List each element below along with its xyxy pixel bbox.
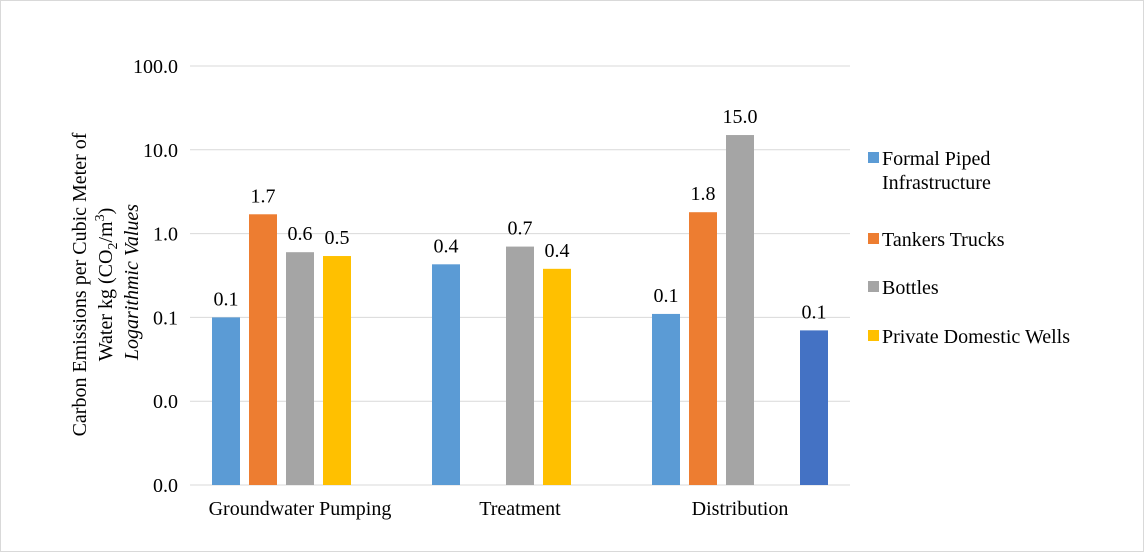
legend-label: Bottles (882, 277, 939, 299)
bar (286, 252, 314, 485)
data-label: 0.5 (325, 227, 350, 249)
bar (800, 330, 828, 485)
legend-label-line2: Infrastructure (882, 172, 991, 194)
data-label: 1.8 (691, 183, 716, 205)
y-axis-label-line1: Carbon Emissions per Cubic Meter of (69, 132, 91, 436)
legend-swatch (868, 152, 879, 163)
category-label: Distribution (692, 498, 789, 520)
data-label: 0.1 (802, 301, 827, 323)
y-tick-label: 0.0 (153, 475, 178, 497)
category-label: Groundwater Pumping (209, 498, 392, 520)
bar (212, 317, 240, 485)
y-axis-label-line2: Water kg (CO2/m3) (93, 208, 121, 362)
bar (689, 212, 717, 485)
bar (506, 246, 534, 485)
bar (249, 214, 277, 485)
legend-label: Formal Piped (882, 148, 990, 170)
legend-label: Private Domestic Wells (882, 326, 1070, 348)
data-label: 0.4 (434, 235, 459, 257)
y-tick-label: 0.0 (153, 391, 178, 413)
data-label: 0.7 (508, 218, 533, 240)
bar (726, 135, 754, 485)
data-label: 1.7 (251, 185, 276, 207)
y-axis-ticks: 0.0 0.0 0.1 1.0 10.0 100.0 (133, 56, 178, 497)
legend-swatch (868, 330, 879, 341)
data-label: 15.0 (723, 106, 758, 128)
y-tick-label: 10.0 (143, 140, 178, 162)
legend-swatch (868, 233, 879, 244)
y-tick-label: 100.0 (133, 56, 178, 78)
y-tick-label: 1.0 (153, 224, 178, 246)
x-axis-categories: Groundwater Pumping Treatment Distribution (209, 498, 789, 520)
data-labels: 0.1 1.7 0.6 0.5 0.4 0.7 0.4 0.1 1.8 15.0 0.1 (214, 106, 827, 323)
data-label: 0.4 (545, 240, 570, 262)
category-label: Treatment (479, 498, 561, 520)
data-label: 0.1 (214, 288, 239, 310)
legend-swatch (868, 281, 879, 292)
bar (543, 268, 571, 485)
bar (432, 264, 460, 485)
bar (652, 313, 680, 485)
y-axis-label: Carbon Emissions per Cubic Meter of Wate… (69, 128, 143, 437)
bars (212, 135, 828, 485)
data-label: 0.1 (654, 285, 679, 307)
data-label: 0.6 (288, 223, 313, 245)
legend-label: Tankers Trucks (882, 229, 1005, 251)
y-tick-label: 0.1 (153, 307, 178, 329)
bar (323, 256, 351, 485)
y-axis-label-line3: Logarithmic Values (121, 204, 143, 361)
